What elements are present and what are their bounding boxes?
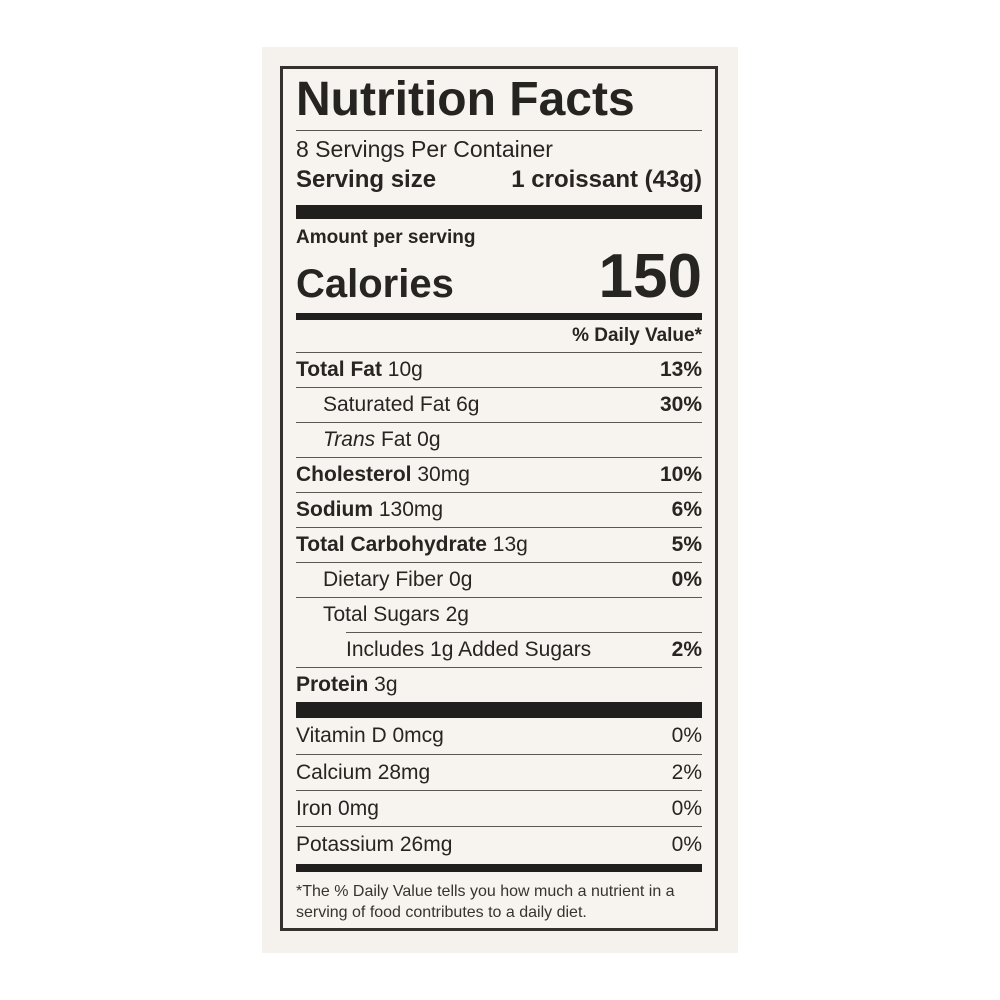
daily-value-percent: 30%	[659, 393, 702, 416]
nutrition-facts-label: Nutrition Facts 8 Servings Per Container…	[280, 66, 718, 931]
nutrient-row: Trans Fat 0g	[296, 422, 702, 457]
daily-value-percent: 0%	[671, 796, 702, 820]
nutrient-row: Total Fat 10g 13%	[296, 352, 702, 387]
daily-value-percent: 0%	[671, 832, 702, 856]
serving-size-label: Serving size	[296, 166, 437, 193]
vitamin-row: Potassium 26mg 0%	[296, 826, 702, 862]
daily-value-percent: 0%	[671, 568, 702, 591]
nutrient-name-amount: Saturated Fat 6g	[323, 393, 480, 416]
nutrient-row: Total Carbohydrate 13g 5%	[296, 527, 702, 562]
divider-bar-medium-vitamins	[296, 864, 702, 872]
divider-bar-medium	[296, 313, 702, 320]
calories-label: Calories	[296, 262, 454, 306]
nutrients-table: Total Fat 10g 13% Saturated Fat 6g 30% Trans…	[296, 352, 702, 702]
nutrient-row: Saturated Fat 6g 30%	[296, 387, 702, 422]
daily-value-percent: 13%	[659, 358, 702, 381]
vitamin-row: Vitamin D 0mcg 0%	[296, 718, 702, 754]
nutrient-name-amount: Calcium 28mg	[296, 760, 431, 784]
nutrient-name-amount: Dietary Fiber 0g	[323, 568, 473, 591]
label-title: Nutrition Facts	[296, 73, 635, 126]
nutrient-name-amount: Sodium 130mg	[296, 498, 444, 521]
nutrient-row: Dietary Fiber 0g 0%	[296, 562, 702, 597]
amount-per-serving-label: Amount per serving	[296, 227, 476, 248]
daily-value-percent: 2%	[671, 638, 702, 661]
calories-value: 150	[598, 242, 702, 311]
divider-bar-thick	[296, 205, 702, 219]
vitamin-row: Iron 0mg 0%	[296, 790, 702, 826]
nutrient-name-amount: Includes 1g Added Sugars	[346, 638, 592, 661]
serving-size-value: 1 croissant (43g)	[511, 166, 702, 193]
daily-value-footnote: *The % Daily Value tells you how much a …	[296, 883, 675, 921]
nutrient-name-amount: Iron 0mg	[296, 796, 379, 820]
nutrition-label-card: Nutrition Facts 8 Servings Per Container…	[262, 47, 738, 953]
serving-size-row: Serving size 1 croissant (43g)	[296, 163, 702, 197]
daily-value-percent: 6%	[671, 498, 702, 521]
servings-per-container: 8 Servings Per Container	[296, 136, 553, 162]
nutrient-row: Sodium 130mg 6%	[296, 492, 702, 527]
nutrient-row: Total Sugars 2g	[296, 597, 702, 632]
daily-value-percent: 5%	[671, 533, 702, 556]
nutrient-name-amount: Potassium 26mg	[296, 832, 453, 856]
nutrient-row: Protein 3g	[296, 667, 702, 702]
nutrient-name-amount: Total Sugars 2g	[323, 603, 469, 626]
nutrient-row: Includes 1g Added Sugars 2%	[346, 632, 702, 667]
nutrient-name-amount: Cholesterol 30mg	[296, 463, 470, 486]
divider-thin-title	[296, 130, 702, 131]
vitamins-table: Vitamin D 0mcg 0% Calcium 28mg 2% Iron 0mg 0%…	[296, 718, 702, 862]
nutrient-name-amount: Protein 3g	[296, 673, 398, 696]
nutrient-name-amount: Total Carbohydrate 13g	[296, 533, 528, 556]
daily-value-header: % Daily Value*	[572, 325, 702, 346]
nutrient-name-amount: Total Fat 10g	[296, 358, 423, 381]
nutrient-name-amount: Trans Fat 0g	[323, 428, 441, 451]
nutrient-name-amount: Vitamin D 0mcg	[296, 724, 444, 747]
nutrient-row: Cholesterol 30mg 10%	[296, 457, 702, 492]
daily-value-percent: 10%	[659, 463, 702, 486]
vitamin-row: Calcium 28mg 2%	[296, 754, 702, 790]
daily-value-percent: 0%	[671, 724, 702, 747]
calories-row: Calories 150	[296, 242, 702, 311]
daily-value-percent: 2%	[671, 760, 702, 784]
divider-bar-thick-protein	[296, 702, 702, 718]
